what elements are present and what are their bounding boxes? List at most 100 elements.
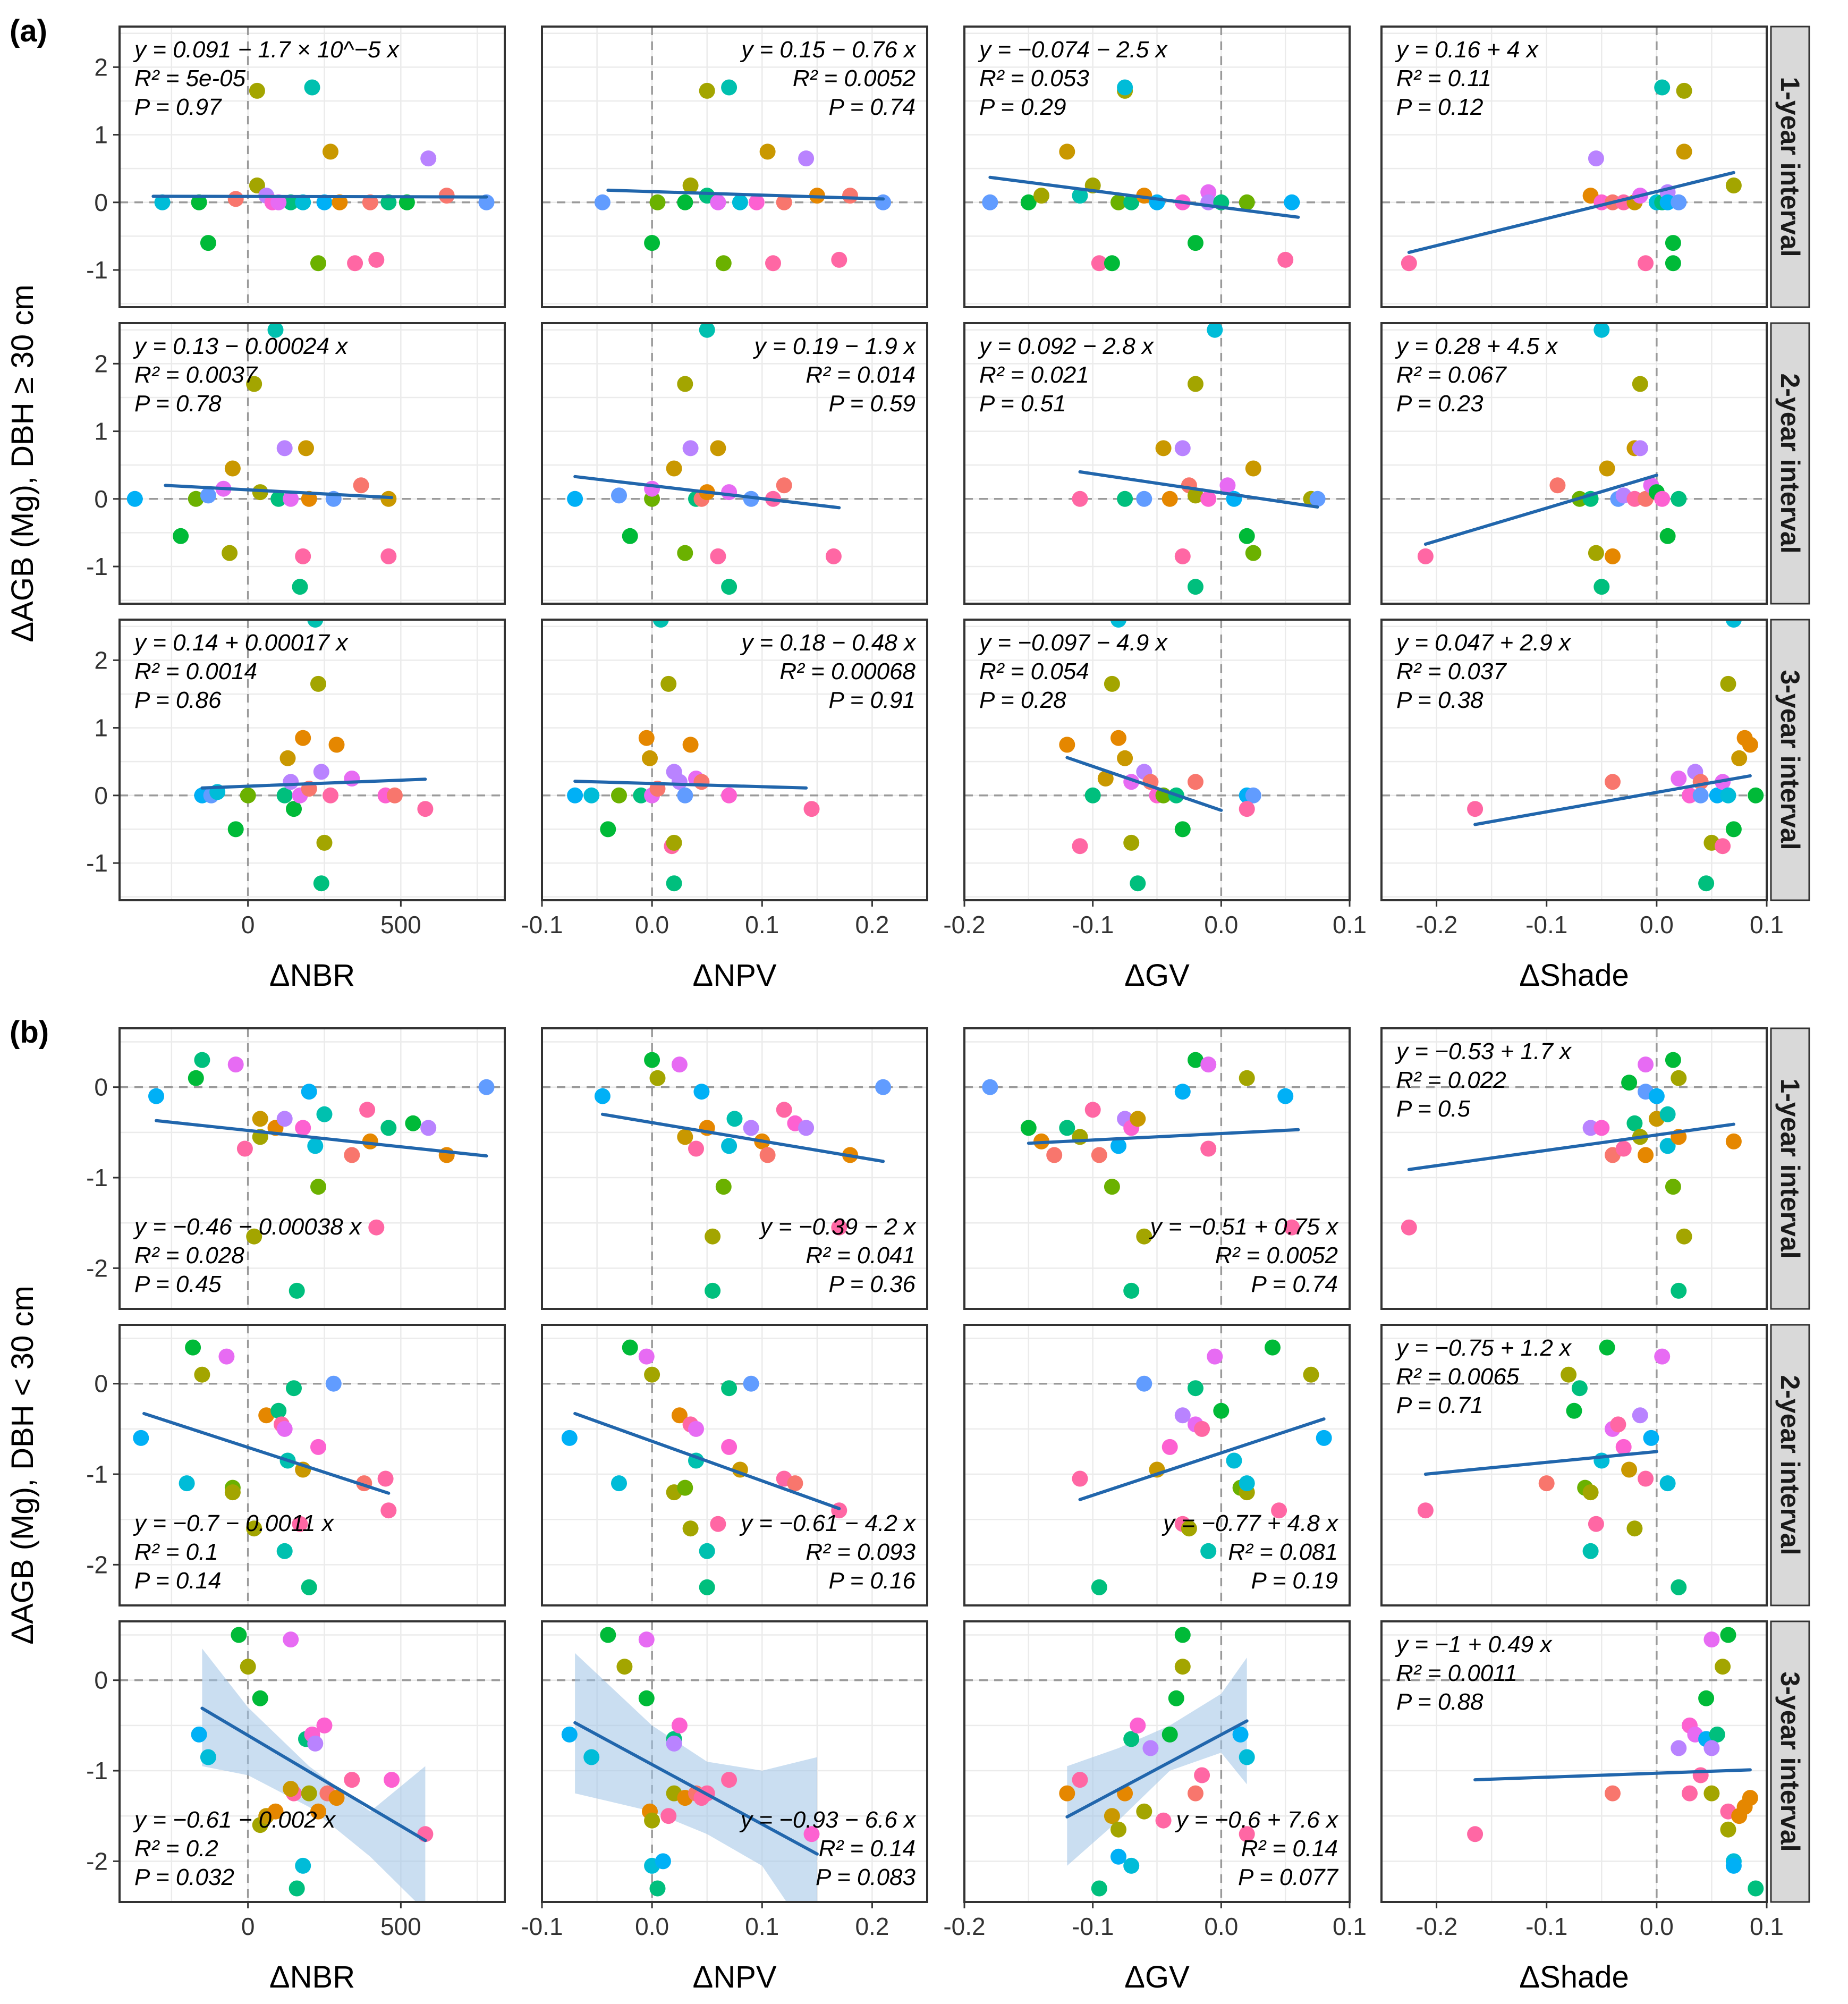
data-point	[594, 1088, 611, 1104]
equation-line-2: R² = 0.2	[134, 1836, 218, 1862]
data-point	[323, 787, 338, 804]
data-layer	[982, 79, 1300, 272]
equation-line-1: y = −0.7 − 0.0011 x	[133, 1510, 335, 1536]
x-axis-title: ΔShade	[1519, 1960, 1629, 1994]
data-point	[1632, 376, 1648, 392]
data-point	[1188, 1052, 1203, 1068]
data-point	[276, 1420, 293, 1437]
data-point	[1207, 1348, 1223, 1365]
data-point	[1104, 675, 1120, 692]
data-point	[1168, 1690, 1184, 1706]
data-point	[1671, 194, 1687, 210]
regression-line	[155, 1119, 488, 1158]
data-point	[227, 821, 244, 838]
equation-line-3: P = 0.36	[829, 1271, 916, 1297]
data-point	[1703, 1631, 1720, 1648]
facet-strip-label: 3-year interval	[1775, 1671, 1805, 1851]
x-axis-title: ΔGV	[1124, 958, 1190, 993]
equation-line-3: P = 0.5	[1396, 1096, 1471, 1122]
data-point	[715, 255, 732, 272]
regression-line	[606, 188, 885, 201]
data-point	[1271, 1502, 1287, 1519]
data-point	[600, 821, 616, 838]
plot-background	[542, 1028, 927, 1309]
data-point	[328, 737, 345, 753]
data-point	[295, 1120, 311, 1136]
data-point	[1725, 177, 1742, 193]
data-point	[732, 194, 748, 210]
data-point	[310, 1439, 326, 1455]
data-point	[982, 1079, 998, 1095]
data-point	[1123, 834, 1140, 851]
data-point	[1720, 675, 1736, 692]
data-layer	[1467, 620, 1764, 892]
data-point	[1654, 491, 1671, 507]
equation-line-1: y = −0.39 − 2 x	[759, 1214, 917, 1240]
data-point	[295, 194, 311, 210]
equation-line-2: R² = 0.0037	[134, 362, 258, 388]
data-point	[1072, 1772, 1088, 1788]
data-point	[1682, 787, 1698, 804]
equation-line-1: y = 0.18 − 0.48 x	[740, 630, 917, 656]
grid-lines	[542, 323, 927, 604]
data-point	[644, 1812, 660, 1829]
data-point	[710, 440, 726, 456]
data-point	[295, 1857, 311, 1874]
regression-line	[200, 777, 427, 790]
panel-border	[1380, 26, 1768, 308]
grid-lines	[964, 323, 1350, 604]
data-point	[231, 1627, 247, 1643]
data-point	[798, 150, 815, 167]
data-point	[1725, 620, 1742, 628]
data-point	[693, 774, 710, 790]
facet-strip	[1770, 619, 1810, 901]
data-point	[1682, 1785, 1698, 1802]
data-point	[222, 545, 238, 561]
equation-line-3: P = 0.88	[1396, 1689, 1484, 1715]
data-point	[1111, 194, 1126, 210]
equation-line-1: y = −0.46 − 0.00038 x	[133, 1214, 362, 1240]
data-point	[279, 750, 296, 766]
data-point	[1748, 787, 1764, 804]
data-point	[316, 834, 333, 851]
data-point	[1188, 235, 1203, 251]
facet-r2c4: y = 0.28 + 4.5 x R² = 0.067 P = 0.23 2-year…	[1380, 322, 1810, 605]
data-point	[803, 801, 820, 817]
data-point	[1174, 440, 1191, 456]
data-point	[1207, 323, 1223, 338]
data-point	[289, 1282, 305, 1299]
y-axis-title: ΔAGB (Mg), DBH < 30 cm	[5, 1286, 40, 1644]
equation-line-3: P = 0.71	[1396, 1392, 1484, 1418]
equation-line-1: y = 0.092 − 2.8 x	[978, 333, 1155, 359]
data-layer	[594, 1052, 892, 1299]
data-point	[1703, 1740, 1720, 1756]
x-tick-label: 0	[241, 911, 255, 938]
data-point	[743, 1375, 759, 1392]
data-point	[1588, 1516, 1604, 1532]
data-point	[1665, 235, 1681, 251]
data-point	[1401, 1219, 1417, 1236]
data-point	[246, 1228, 262, 1245]
panel-label-a: (a)	[10, 14, 47, 48]
x-tick-label: 0.0	[1640, 911, 1674, 938]
y-axis-title: ΔAGB (Mg), DBH ≥ 30 cm	[5, 284, 40, 642]
facet-r3c3: y = −0.6 + 7.6 x R² = 0.14P = 0.077 -0.2 -0…	[943, 1620, 1367, 1940]
data-point	[748, 194, 765, 210]
data-point	[292, 1516, 308, 1532]
regression-line	[142, 1411, 391, 1495]
data-point	[803, 1826, 820, 1842]
plot-background	[120, 1325, 505, 1605]
data-point	[133, 1430, 149, 1446]
data-point	[1582, 1543, 1599, 1559]
equation-line-1: y = 0.28 + 4.5 x	[1395, 333, 1558, 359]
panel-border	[541, 619, 928, 901]
data-point	[600, 1627, 616, 1643]
data-point	[649, 1070, 666, 1086]
data-point	[611, 787, 627, 804]
data-point	[1676, 143, 1692, 160]
data-point	[1213, 1402, 1230, 1419]
data-point	[276, 1543, 293, 1559]
data-point	[644, 1366, 660, 1383]
data-point	[825, 548, 842, 564]
equation-line-2: R² = 0.00068	[779, 658, 915, 684]
